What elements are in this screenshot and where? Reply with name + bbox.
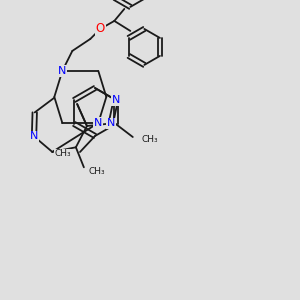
Text: N: N <box>112 95 120 105</box>
Text: CH₃: CH₃ <box>89 167 106 176</box>
Text: CH₃: CH₃ <box>142 134 158 143</box>
Text: N: N <box>106 118 115 128</box>
Text: N: N <box>58 66 67 76</box>
Text: N: N <box>94 118 103 128</box>
Text: N: N <box>30 131 38 141</box>
Text: N: N <box>112 95 120 105</box>
Text: CH₃: CH₃ <box>54 149 71 158</box>
Text: O: O <box>96 22 105 35</box>
